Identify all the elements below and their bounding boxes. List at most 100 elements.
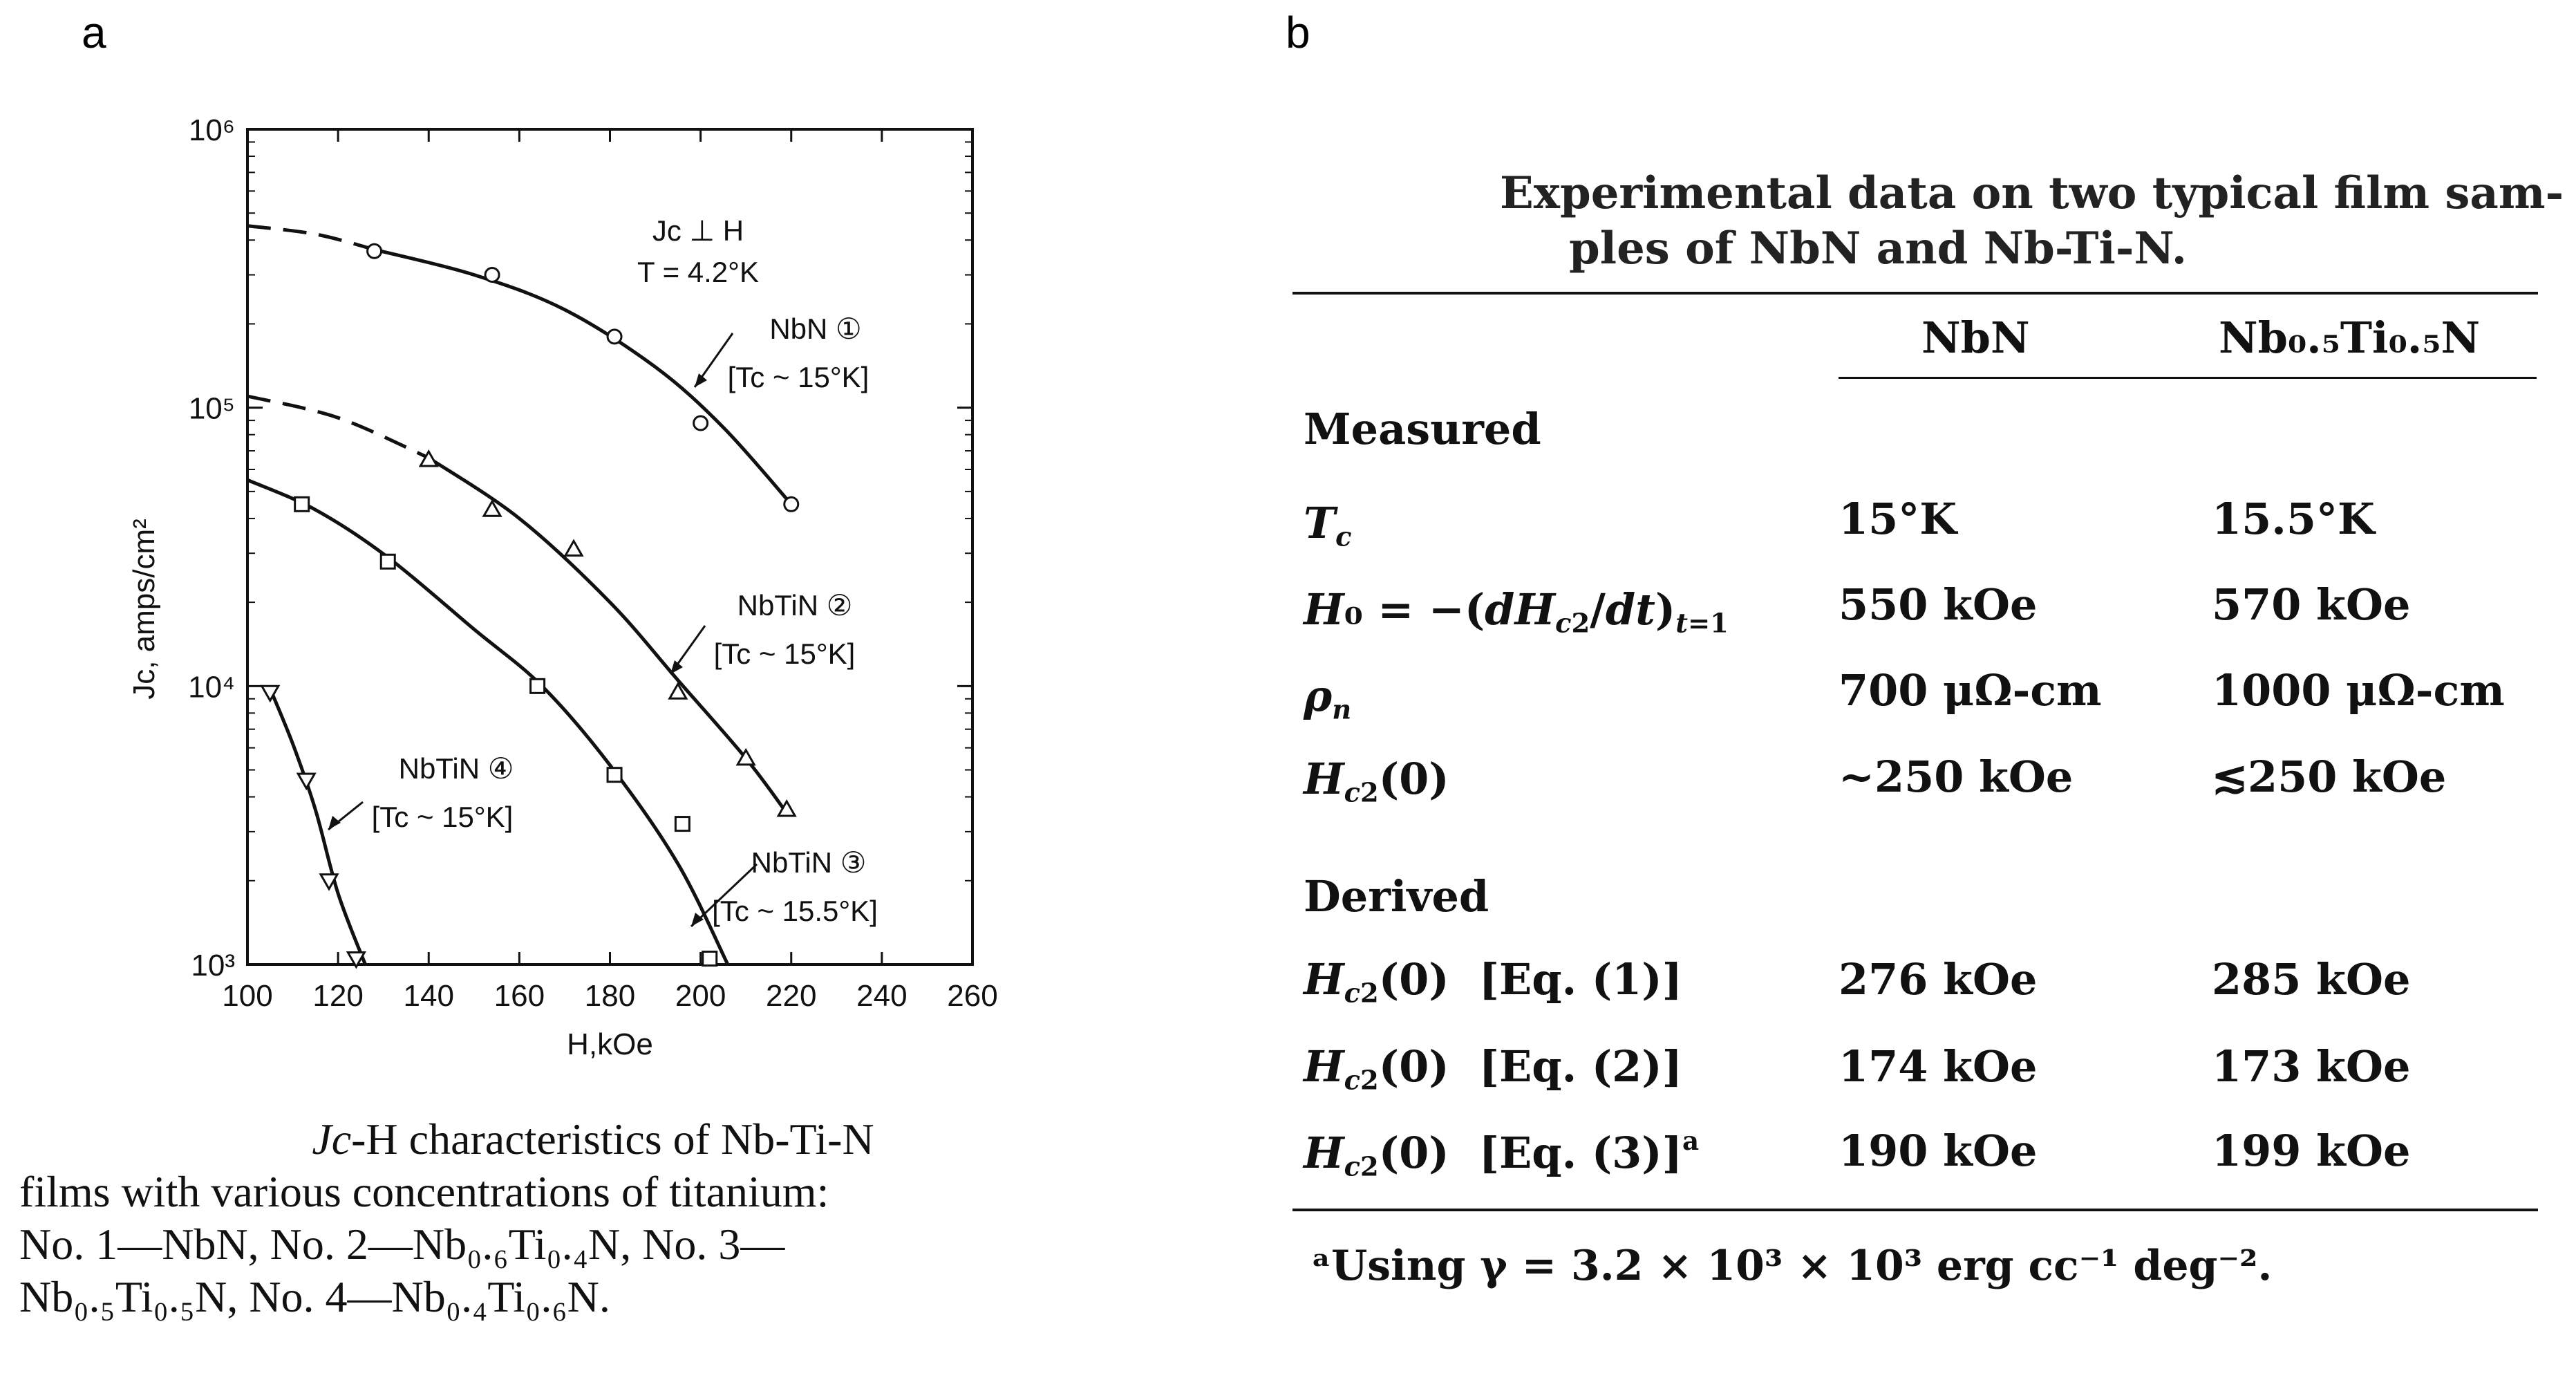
- series-extrapolation-2: [247, 394, 430, 460]
- chart-ticks: 100 120 140 160 180 200 220 240 260 10³ 10⁴ 10⁵ 10⁶ H…: [127, 113, 998, 1061]
- h0-nbti: 570 kOe: [2212, 579, 2411, 630]
- row-label-eq1: Hc2(0) [Eq. (1)]: [1304, 954, 1682, 1009]
- x-tick-label: 240: [856, 979, 907, 1013]
- table-bottom-rule: [1292, 1209, 2538, 1211]
- data-point-square: [606, 767, 623, 783]
- series-tc-label-1: [Tc ~ 15°K]: [728, 361, 869, 393]
- data-point-circle: [606, 328, 623, 345]
- y-axis-label: Jc, amps/cm²: [127, 519, 161, 700]
- section-derived: Derived: [1304, 871, 1489, 922]
- data-point-square: [294, 496, 310, 512]
- data-point-triangle: [418, 449, 439, 467]
- chart-annotations: Jc ⊥ H T = 4.2°K NbN ① [Tc ~ 15°K] NbTiN ② [T…: [328, 214, 878, 928]
- tc-nbn: 15°K: [1839, 494, 1957, 544]
- plot-frame: [246, 128, 974, 966]
- series-label-4: NbTiN ④: [399, 752, 514, 785]
- leader-arrowhead-4: [328, 816, 341, 830]
- col-header-rule: [1839, 377, 2537, 379]
- caption-line-2: films with various concentrations of tit…: [19, 1167, 829, 1216]
- data-point-square: [702, 950, 718, 967]
- data-point-triangle: [776, 799, 797, 817]
- eq2-nbti: 173 kOe: [2212, 1041, 2411, 1092]
- figure-caption: Jc-H characteristics of Nb-Ti-N films wi…: [19, 1113, 1229, 1323]
- data-point-triangle-down: [346, 951, 366, 969]
- series-label-2: NbTiN ②: [737, 589, 853, 622]
- chart-frame: [246, 128, 974, 966]
- leader-line-3: [690, 863, 758, 928]
- y-tick-label: 10⁵: [189, 392, 235, 426]
- eq3-nbn: 190 kOe: [1839, 1126, 2038, 1176]
- data-point-circle: [783, 496, 800, 512]
- data-point-circle: [693, 415, 709, 431]
- row-label-eq3: Hc2(0) [Eq. (3)]a: [1304, 1126, 1700, 1183]
- eq1-nbn: 276 kOe: [1839, 954, 2038, 1005]
- jc-h-chart: 100 120 140 160 180 200 220 240 260 10³ 10⁴ 10⁵ 10⁶ H…: [127, 113, 998, 1061]
- row-label-tc: Tc: [1304, 498, 1352, 553]
- series-tc-label-4: [Tc ~ 15°K]: [372, 801, 514, 833]
- y-tick-label: 10³: [191, 949, 235, 982]
- data-point-triangle-down: [260, 684, 281, 703]
- row-label-h0: H₀ = −(dHc2/dt)t=1: [1304, 584, 1729, 640]
- leader-arrowhead-2: [670, 660, 683, 674]
- x-axis-label: H,kOe: [567, 1027, 653, 1061]
- hc2-nbn: ~250 kOe: [1839, 752, 2074, 802]
- rhon-nbn: 700 μΩ-cm: [1839, 665, 2102, 716]
- x-tick-label: 160: [494, 979, 545, 1013]
- data-point-triangle: [668, 682, 688, 700]
- table-title-line-1: Experimental data on two typical film sa…: [1500, 167, 2564, 219]
- table-title-line-2: ples of NbN and Nb-Ti-N.: [1569, 223, 2188, 274]
- leader-arrowhead-1: [695, 373, 707, 387]
- table-title: Experimental data on two typical film sa…: [1500, 166, 2564, 277]
- data-table-panel: Experimental data on two typical film sa…: [1292, 0, 2564, 1380]
- x-tick-label: 180: [585, 979, 635, 1013]
- x-tick-label: 260: [947, 979, 997, 1013]
- caption-jc: Jc: [312, 1115, 352, 1164]
- series-label-3: NbTiN ③: [751, 846, 867, 879]
- x-tick-label: 220: [766, 979, 816, 1013]
- x-tick-label: 120: [312, 979, 363, 1013]
- data-point-triangle: [482, 499, 502, 517]
- chart-markers: [260, 243, 800, 969]
- tc-nbti: 15.5°K: [2212, 494, 2375, 544]
- table-footnote: ᵃUsing γ = 3.2 × 10³ × 10³ erg cc⁻¹ deg⁻…: [1312, 1242, 2273, 1290]
- hc2-nbti: ≲250 kOe: [2212, 752, 2447, 802]
- section-measured: Measured: [1304, 404, 1541, 454]
- data-point-square: [529, 678, 546, 694]
- series-curve-4: [268, 687, 367, 965]
- caption-line-1: Jc-H characteristics of Nb-Ti-N: [19, 1113, 1229, 1166]
- data-point-square: [674, 816, 690, 832]
- y-tick-label: 10⁴: [188, 670, 235, 704]
- data-point-triangle: [563, 539, 584, 557]
- data-point-circle: [484, 267, 500, 283]
- series-curve-3: [246, 478, 730, 966]
- caption-line-4: Nb₀.₅Ti₀.₅N, No. 4—Nb₀.₄Ti₀.₆N.: [19, 1272, 610, 1321]
- row-label-hc2: Hc2(0): [1304, 754, 1449, 809]
- chart-lines: [246, 224, 793, 966]
- caption-line-3: No. 1—NbN, No. 2—Nb₀.₆Ti₀.₄N, No. 3—: [19, 1220, 785, 1269]
- series-extrapolation-1: [247, 224, 375, 252]
- series-tc-label-2: [Tc ~ 15°K]: [714, 637, 856, 670]
- condition-label-1: Jc ⊥ H: [652, 214, 744, 247]
- condition-label-2: T = 4.2°K: [637, 256, 759, 288]
- rhon-nbti: 1000 μΩ-cm: [2212, 665, 2505, 716]
- eq2-nbn: 174 kOe: [1839, 1041, 2038, 1092]
- x-tick-label: 140: [404, 979, 454, 1013]
- x-tick-label: 200: [675, 979, 726, 1013]
- series-label-1: NbN ①: [769, 313, 861, 345]
- row-label-rhon: ρn: [1304, 671, 1352, 726]
- col-header-nbti: Nb₀.₅Ti₀.₅N: [2219, 313, 2481, 363]
- caption-line-1-rest: -H characteristics of Nb-Ti-N: [351, 1115, 874, 1164]
- table-top-rule: [1292, 292, 2538, 295]
- eq3-nbti: 199 kOe: [2212, 1126, 2411, 1176]
- eq1-nbti: 285 kOe: [2212, 954, 2411, 1005]
- h0-nbn: 550 kOe: [1839, 579, 2038, 630]
- data-point-triangle-down: [319, 873, 339, 891]
- col-header-nbn: NbN: [1921, 313, 2030, 363]
- data-point-triangle: [735, 747, 756, 766]
- row-label-eq2: Hc2(0) [Eq. (2)]: [1304, 1041, 1682, 1097]
- x-tick-label: 100: [222, 979, 272, 1013]
- leader-arrowhead-3: [691, 913, 704, 926]
- data-point-square: [379, 553, 396, 570]
- panel-letter-a: a: [82, 8, 106, 57]
- series-tc-label-3: [Tc ~ 15.5°K]: [712, 895, 878, 927]
